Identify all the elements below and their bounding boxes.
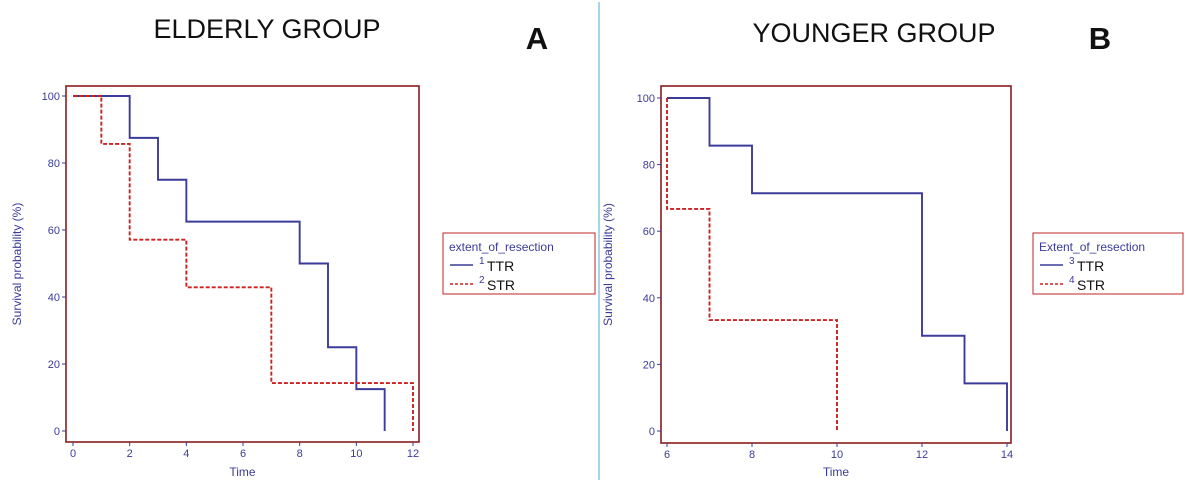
x-axis-label: Time	[823, 465, 850, 479]
x-tick-label: 10	[831, 449, 843, 461]
x-tick-label: 12	[916, 449, 928, 461]
y-tick-label: 20	[48, 359, 60, 371]
y-tick-label: 100	[42, 91, 60, 103]
legend-series-name: STR	[487, 277, 515, 293]
legend-code: 1	[479, 256, 485, 267]
y-tick-label: 80	[48, 158, 60, 170]
y-tick-label: 60	[643, 226, 655, 238]
y-axis-label: Survival probability (%)	[10, 203, 24, 326]
x-tick-label: 2	[127, 448, 133, 460]
y-tick-label: 100	[637, 93, 655, 105]
legend-series-name: STR	[1077, 277, 1105, 293]
series-line-str	[666, 98, 838, 431]
legend-title: Extent_of_resection	[1039, 240, 1145, 254]
legend-title: extent_of_resection	[449, 240, 554, 254]
legend-code: 4	[1069, 275, 1075, 286]
panel-a-title: ELDERLY GROUP	[153, 14, 380, 44]
y-axis-label: Survival probability (%)	[601, 203, 615, 326]
x-axis-label: Time	[229, 465, 256, 479]
chart-panel-b: 6 8 10 12 14 0 20 40 60 80 100 Time Survival probabi…	[601, 85, 1184, 479]
y-tick-label: 0	[649, 426, 655, 438]
y-tick-label: 60	[48, 225, 60, 237]
x-tick-label: 6	[664, 449, 670, 461]
panel-b-title: YOUNGER GROUP	[752, 18, 995, 48]
y-tick-label: 0	[54, 426, 60, 438]
legend-series-name: TTR	[1077, 258, 1104, 274]
y-tick-label: 80	[643, 160, 655, 172]
x-tick-label: 0	[70, 448, 76, 460]
legend-code: 2	[479, 275, 485, 286]
legend-series-name: TTR	[487, 258, 514, 274]
x-tick-label: 10	[350, 448, 362, 460]
x-tick-label: 12	[407, 448, 419, 460]
x-tick-label: 8	[297, 448, 303, 460]
panel-a-letter: A	[526, 21, 548, 56]
x-tick-label: 8	[749, 449, 755, 461]
y-tick-label: 40	[48, 292, 60, 304]
x-tick-label: 4	[183, 448, 189, 460]
y-tick-label: 40	[643, 293, 655, 305]
series-line-ttr	[667, 97, 1008, 431]
plot-frame	[660, 85, 1012, 444]
y-tick-label: 20	[643, 359, 655, 371]
series-line-ttr	[73, 95, 386, 431]
x-tick-label: 6	[240, 448, 246, 460]
legend-code: 3	[1069, 256, 1075, 267]
series-line-str	[73, 95, 414, 431]
legend-box	[442, 232, 596, 295]
x-tick-label: 14	[1001, 449, 1013, 461]
panel-b-letter: B	[1089, 21, 1111, 56]
